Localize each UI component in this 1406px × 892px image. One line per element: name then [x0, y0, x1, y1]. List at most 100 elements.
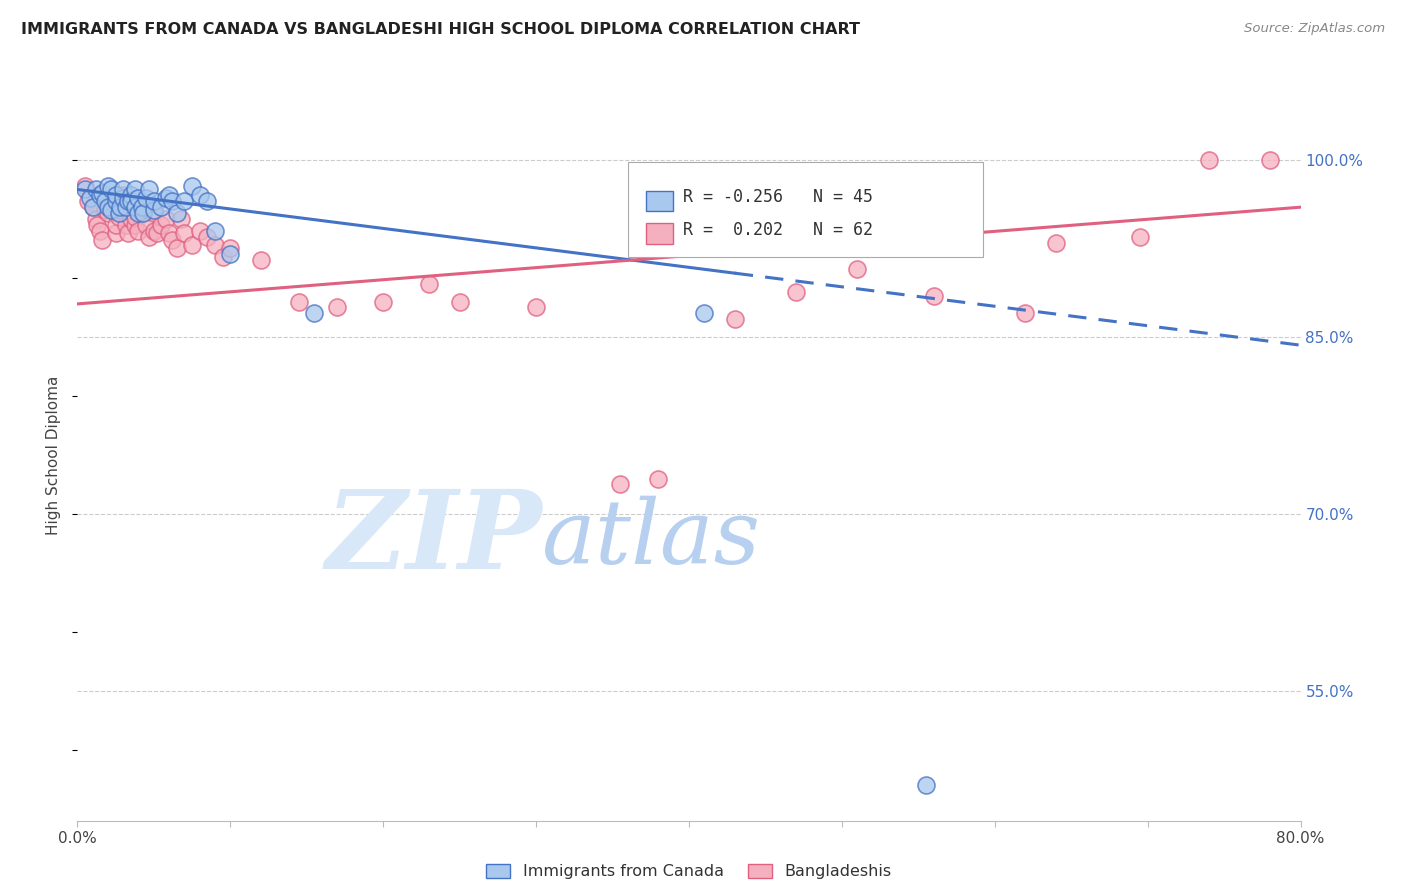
Point — [89, 224, 111, 238]
Text: Source: ZipAtlas.com: Source: ZipAtlas.com — [1244, 22, 1385, 36]
Point — [124, 210, 146, 224]
Point — [449, 294, 471, 309]
Point — [181, 178, 204, 193]
Point — [120, 202, 142, 217]
Point — [131, 206, 153, 220]
Point — [150, 200, 173, 214]
Point — [142, 194, 165, 209]
Point — [120, 194, 142, 209]
Point — [155, 191, 177, 205]
Point — [82, 200, 104, 214]
Point — [166, 242, 188, 256]
Point — [647, 471, 669, 485]
Point — [219, 242, 242, 256]
Point — [157, 226, 180, 240]
Point — [112, 200, 135, 214]
Point — [90, 186, 112, 200]
Point — [100, 191, 122, 205]
Point — [304, 306, 326, 320]
Point — [135, 191, 157, 205]
Point — [128, 191, 150, 205]
Point — [112, 188, 135, 202]
Point — [107, 206, 129, 220]
FancyBboxPatch shape — [628, 162, 983, 258]
Point — [124, 200, 146, 214]
Point — [915, 778, 938, 792]
Point — [94, 194, 117, 209]
Point — [84, 182, 107, 196]
Point — [79, 191, 101, 205]
Point — [1014, 306, 1036, 320]
Point — [104, 226, 127, 240]
Point — [112, 191, 135, 205]
Point — [89, 188, 111, 202]
FancyBboxPatch shape — [647, 191, 673, 211]
Point — [115, 218, 138, 232]
Point — [219, 247, 242, 261]
Point — [131, 200, 153, 214]
Point — [104, 188, 127, 202]
Point — [142, 224, 165, 238]
Point — [1129, 229, 1152, 244]
Point — [785, 285, 807, 299]
Point — [288, 294, 311, 309]
Point — [132, 200, 155, 214]
Point — [609, 477, 631, 491]
Point — [160, 233, 183, 247]
Point — [104, 218, 127, 232]
Point — [157, 188, 180, 202]
Point — [170, 211, 193, 226]
Point — [195, 229, 218, 244]
Point — [124, 182, 146, 196]
Point — [155, 211, 177, 226]
Point — [73, 178, 96, 193]
Point — [94, 202, 117, 217]
Point — [117, 226, 139, 240]
Point — [371, 294, 394, 309]
Point — [146, 226, 169, 240]
Point — [188, 224, 211, 238]
Point — [77, 194, 100, 209]
Point — [100, 182, 122, 196]
Point — [135, 218, 157, 232]
Point — [100, 202, 122, 217]
Point — [211, 250, 233, 264]
Point — [124, 218, 146, 232]
Text: ZIP: ZIP — [326, 485, 543, 593]
Point — [108, 202, 131, 217]
Point — [104, 194, 127, 209]
Point — [107, 210, 129, 224]
Point — [90, 233, 112, 247]
Point — [86, 218, 108, 232]
Point — [166, 206, 188, 220]
Point — [922, 288, 945, 302]
Point — [138, 182, 160, 196]
Point — [181, 238, 204, 252]
Legend: Immigrants from Canada, Bangladeshis: Immigrants from Canada, Bangladeshis — [479, 857, 898, 886]
Point — [120, 188, 142, 202]
Point — [250, 253, 273, 268]
Point — [82, 200, 104, 214]
Point — [846, 261, 869, 276]
Point — [188, 188, 211, 202]
Point — [524, 301, 547, 315]
Point — [112, 182, 135, 196]
Point — [195, 194, 218, 209]
Point — [142, 206, 165, 220]
Point — [326, 301, 349, 315]
Point — [150, 218, 173, 232]
Text: R =  0.202   N = 62: R = 0.202 N = 62 — [683, 220, 873, 239]
Point — [1198, 153, 1220, 167]
Point — [97, 178, 120, 193]
Point — [97, 200, 120, 214]
Point — [160, 194, 183, 209]
Point — [138, 229, 160, 244]
Point — [128, 206, 150, 220]
Point — [173, 194, 195, 209]
Point — [173, 226, 195, 240]
Point — [108, 200, 131, 214]
FancyBboxPatch shape — [647, 223, 673, 244]
Point — [117, 194, 139, 209]
Text: atlas: atlas — [543, 496, 761, 582]
Point — [204, 238, 226, 252]
